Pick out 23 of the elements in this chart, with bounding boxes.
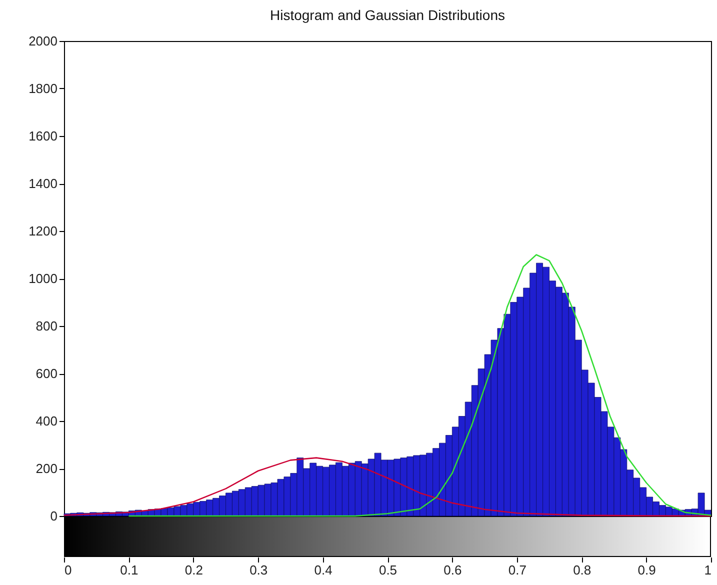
x-tick-label: 0.2 <box>184 562 203 578</box>
y-tick-label: 1400 <box>28 176 58 191</box>
x-tick-label: 0.7 <box>508 562 526 578</box>
chart-title: Histogram and Gaussian Distributions <box>270 7 505 23</box>
y-tick-label: 1200 <box>28 224 58 238</box>
x-tick-label: 0.9 <box>638 562 656 578</box>
y-tick-label: 1800 <box>28 81 58 96</box>
y-tick-label: 200 <box>36 461 58 476</box>
y-tick-label: 2000 <box>28 34 58 48</box>
x-tick-label: 0.5 <box>378 562 398 578</box>
y-tick-label: 800 <box>36 318 58 334</box>
y-tick-label: 1000 <box>28 271 58 286</box>
x-tick-label: 0.8 <box>573 562 592 578</box>
y-tick-label: 0 <box>50 508 58 524</box>
x-tick-label: 0.4 <box>314 562 332 578</box>
y-tick-label: 1600 <box>28 128 58 144</box>
x-tick-label: 0.1 <box>120 562 138 578</box>
x-tick-label: 0.6 <box>444 562 462 578</box>
y-tick-label: 400 <box>36 414 58 428</box>
y-tick-label: 600 <box>36 366 58 381</box>
x-tick-label: 1 <box>704 562 712 578</box>
x-tick-label: 0 <box>64 562 72 578</box>
x-tick-label: 0.3 <box>250 562 268 578</box>
